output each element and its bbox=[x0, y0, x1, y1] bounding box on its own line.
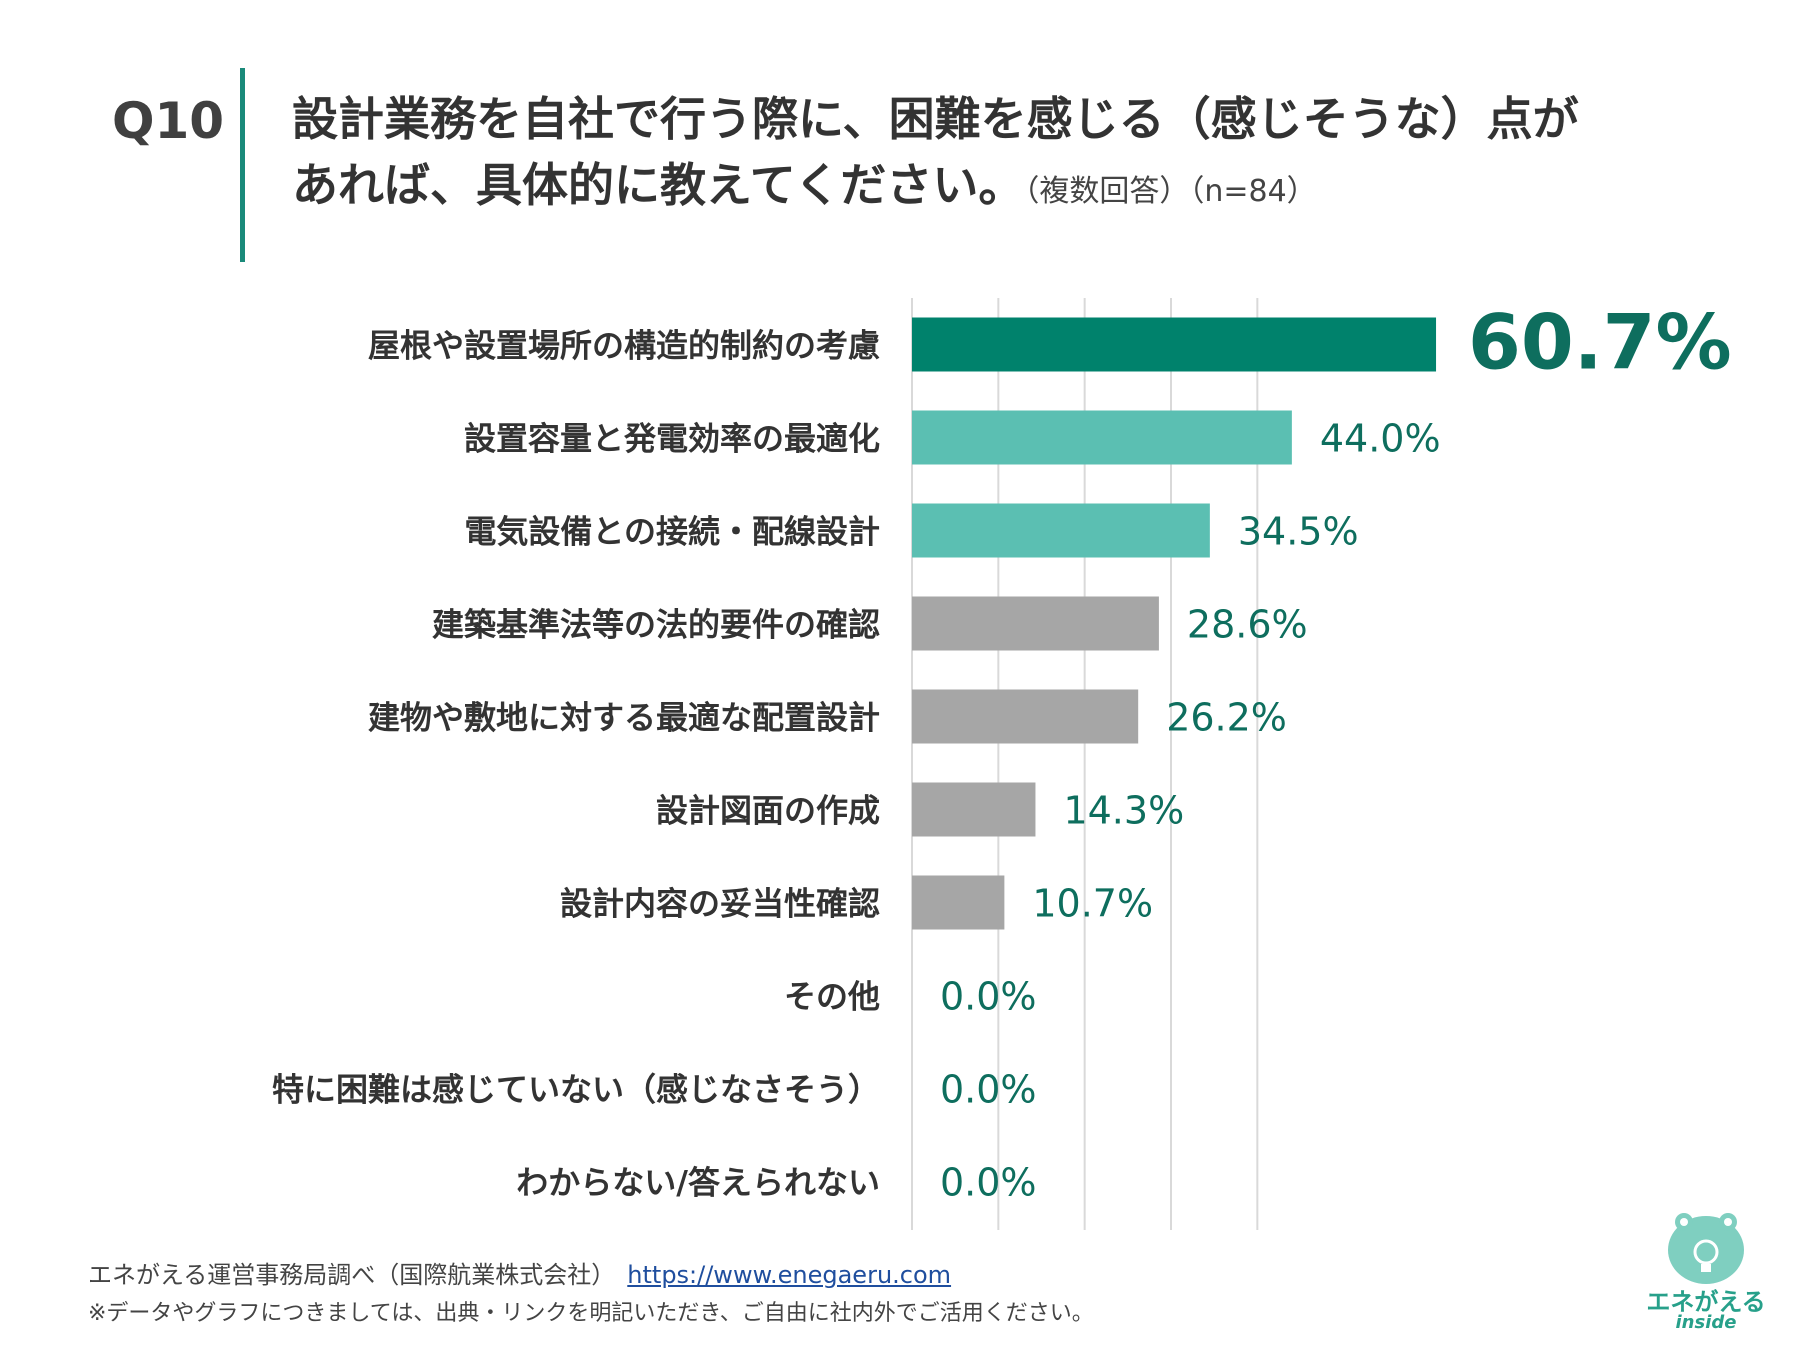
bar-chart: 屋根や設置場所の構造的制約の考慮 60.7% 設置容量と発電効率の最適化 44.0% 電… bbox=[272, 298, 1732, 1230]
category-label: 屋根や設置場所の構造的制約の考慮 bbox=[368, 327, 880, 365]
footer-note: ※データやグラフにつきましては、出典・リンクを明記いただき、ご自由に社内外でご活… bbox=[88, 1301, 1094, 1326]
value-label: 44.0% bbox=[1320, 417, 1441, 461]
value-label: 0.0% bbox=[940, 1161, 1037, 1205]
category-label: その他 bbox=[784, 978, 880, 1016]
bar bbox=[912, 317, 1437, 372]
category-label: 建築基準法等の法的要件の確認 bbox=[432, 606, 880, 644]
question-divider bbox=[240, 68, 245, 262]
bar bbox=[912, 503, 1210, 558]
value-label: 60.7% bbox=[1468, 298, 1732, 387]
category-label: わからない/答えられない bbox=[516, 1164, 880, 1202]
question-text: 設計業務を自社で行う際に、困難を感じる（感じそうな）点が あれば、具体的に教えて… bbox=[292, 86, 1712, 225]
value-label: 26.2% bbox=[1166, 696, 1287, 740]
footer-source-text: エネがえる運営事務局調べ（国際航業株式会社） bbox=[88, 1261, 616, 1289]
footer-source: エネがえる運営事務局調べ（国際航業株式会社） https://www.enegae… bbox=[88, 1255, 951, 1290]
bar bbox=[912, 689, 1139, 744]
logo-subtext: inside bbox=[1675, 1312, 1737, 1333]
category-label: 設計内容の妥当性確認 bbox=[560, 885, 880, 923]
enegaeru-logo: エネがえる inside bbox=[1636, 1200, 1776, 1340]
bar bbox=[912, 875, 1005, 930]
category-label: 設計図面の作成 bbox=[656, 792, 880, 830]
value-label: 0.0% bbox=[940, 1068, 1037, 1112]
logo-icon bbox=[1668, 1213, 1744, 1284]
category-label: 建物や敷地に対する最適な配置設計 bbox=[368, 699, 880, 737]
bar bbox=[912, 596, 1159, 651]
value-label: 34.5% bbox=[1238, 510, 1359, 554]
category-label: 設置容量と発電効率の最適化 bbox=[464, 420, 880, 458]
question-note: （複数回答）（n=84） bbox=[1024, 174, 1317, 209]
question-line-2-text: あれば、具体的に教えてください。 bbox=[292, 158, 1025, 212]
bar bbox=[912, 782, 1036, 837]
question-line-1: 設計業務を自社で行う際に、困難を感じる（感じそうな）点が bbox=[292, 92, 1579, 146]
category-label: 電気設備との接続・配線設計 bbox=[464, 513, 880, 551]
category-label: 特に困難は感じていない（感じなさそう） bbox=[272, 1071, 880, 1109]
question-number: Q10 bbox=[112, 92, 225, 150]
logo-text: エネがえる bbox=[1646, 1288, 1766, 1316]
value-label: 28.6% bbox=[1187, 603, 1308, 647]
value-label: 0.0% bbox=[940, 975, 1037, 1019]
value-label: 14.3% bbox=[1063, 789, 1184, 833]
bar bbox=[912, 410, 1292, 465]
value-label: 10.7% bbox=[1032, 882, 1153, 926]
footer-link[interactable]: https://www.enegaeru.com bbox=[627, 1261, 952, 1289]
question-line-2: あれば、具体的に教えてください。（複数回答）（n=84） bbox=[292, 152, 1712, 225]
